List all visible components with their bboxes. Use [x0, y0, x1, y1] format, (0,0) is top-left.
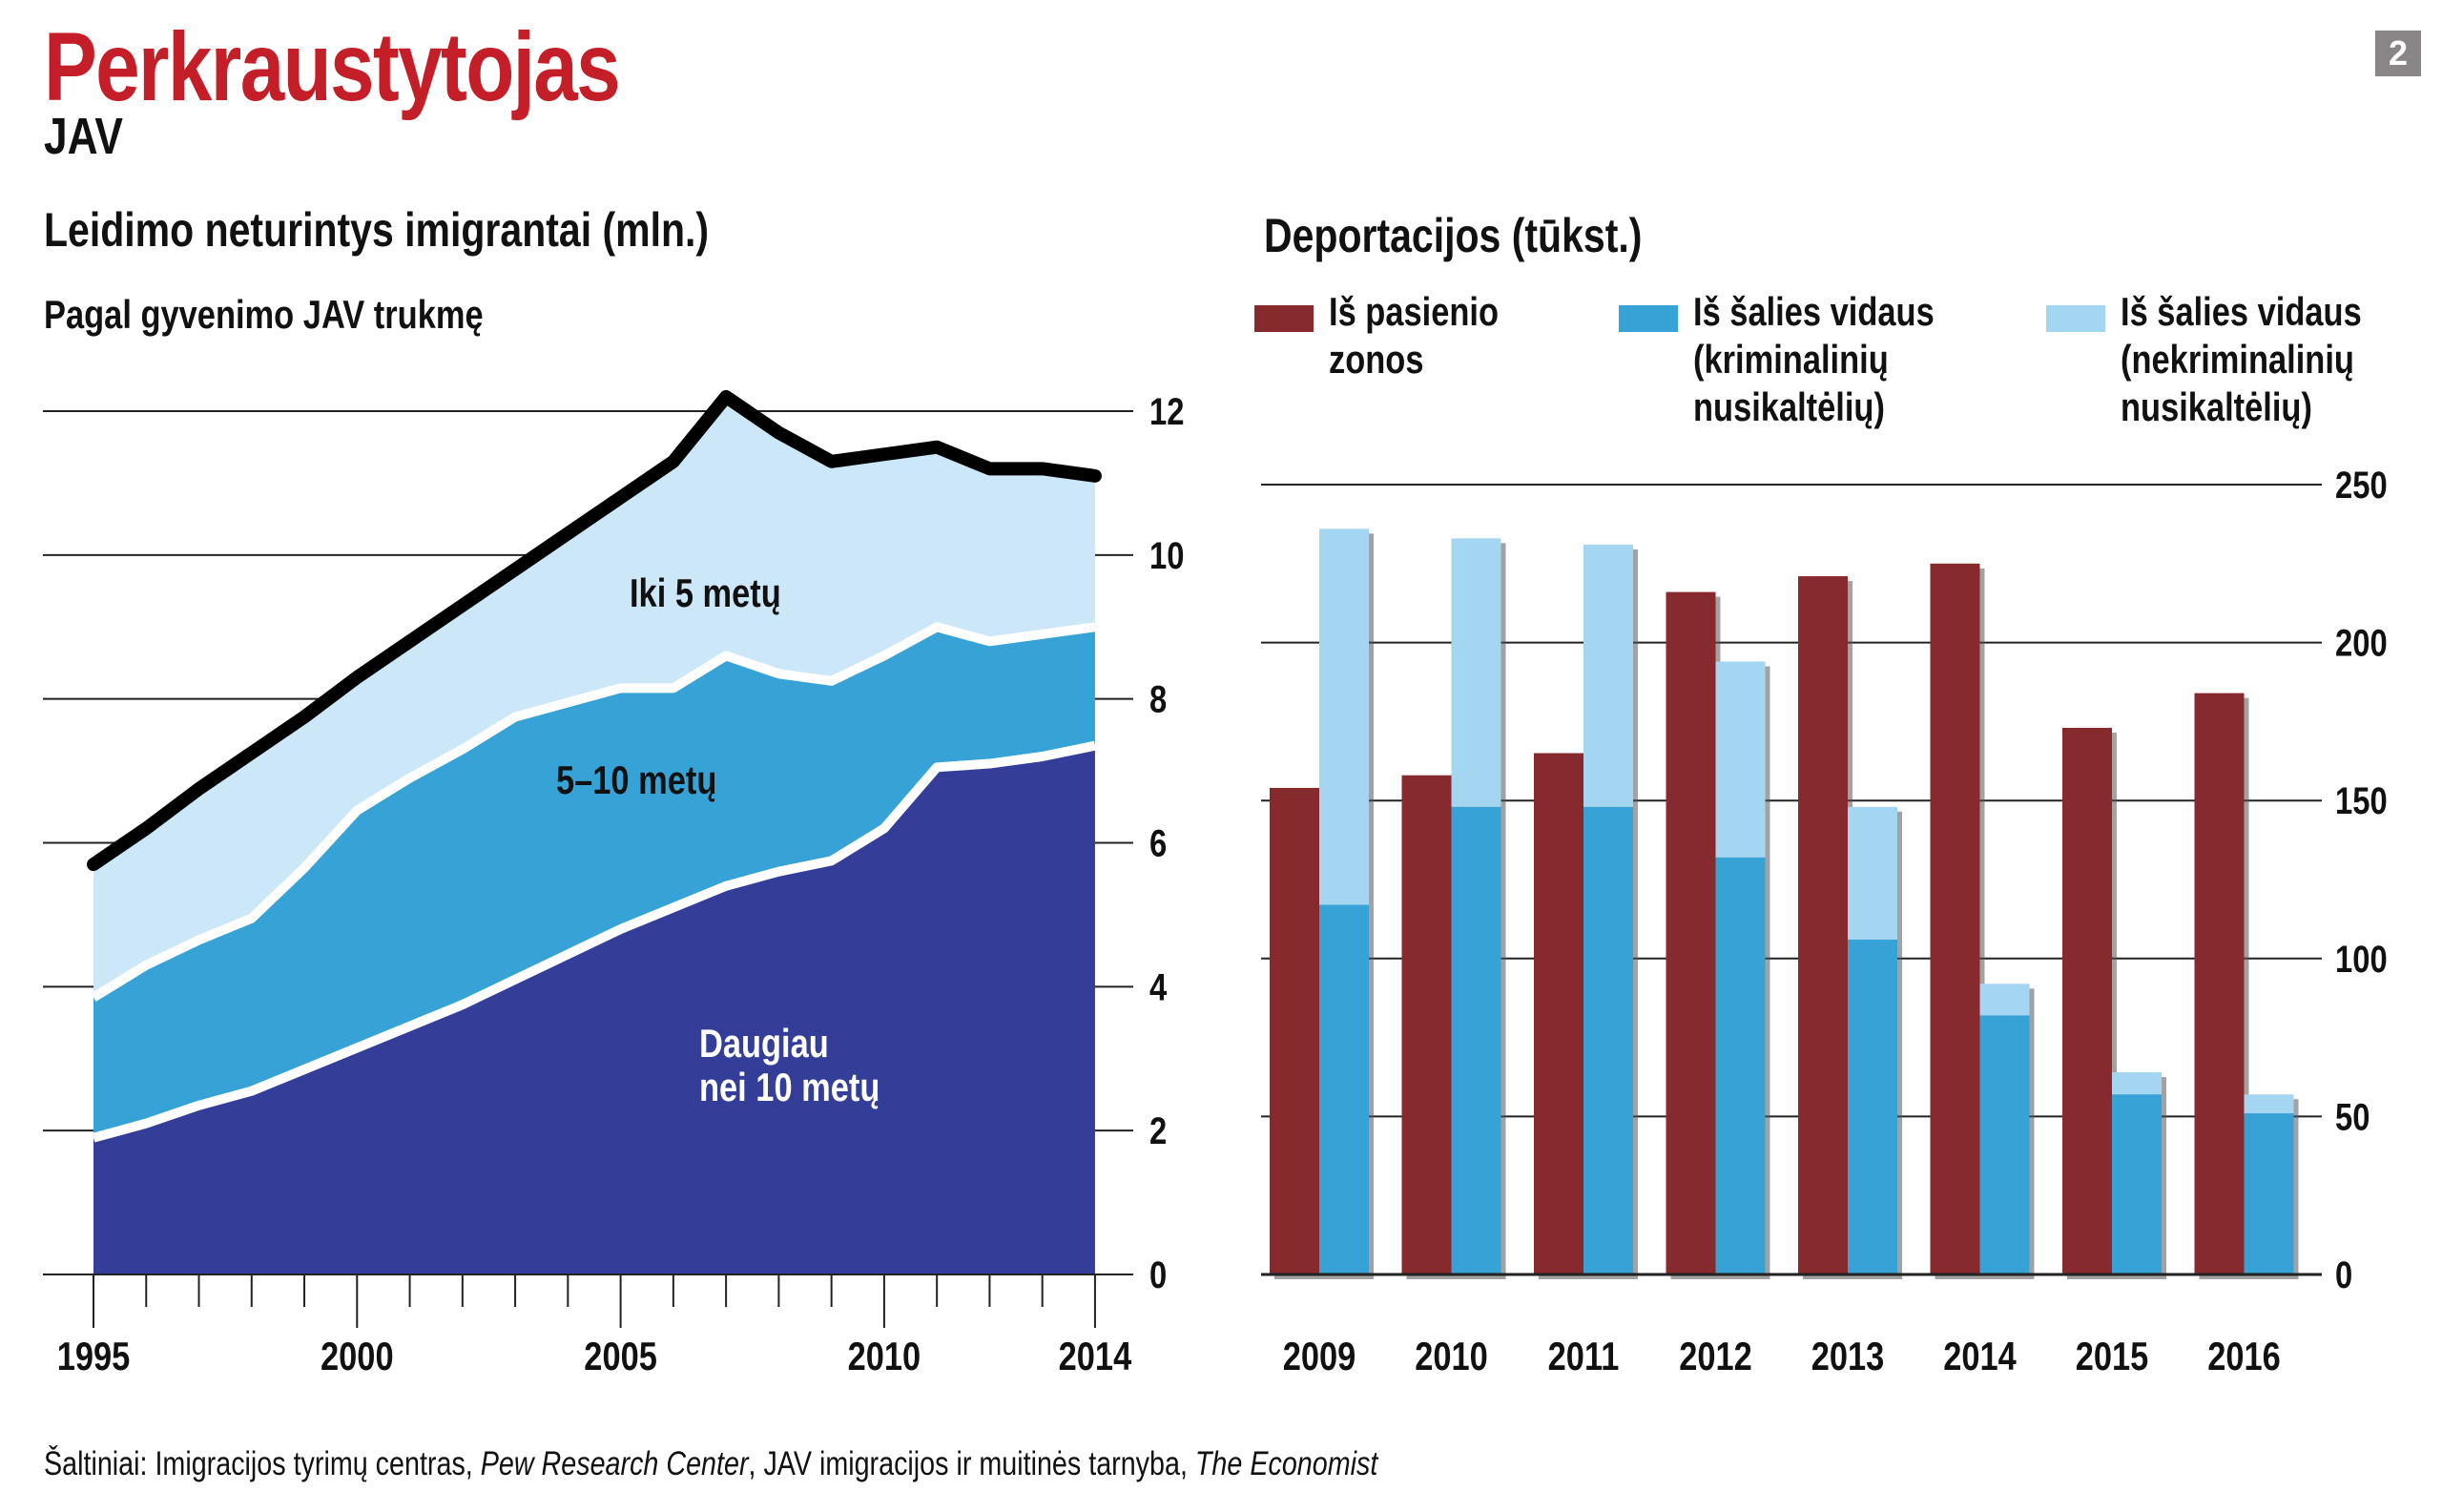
- y-tick-label: 10: [1149, 534, 1184, 577]
- y-tick-label: 2: [1149, 1109, 1167, 1152]
- bar-border: [1930, 563, 1980, 1274]
- area-label-over-10-years: Daugiau: [699, 1022, 829, 1067]
- chart-region-label: JAV: [44, 108, 123, 165]
- page-number-badge: 2: [2375, 31, 2421, 76]
- y-tick-label: 8: [1149, 678, 1167, 721]
- bar-border: [2194, 693, 2245, 1274]
- area-under-5-years: [93, 396, 1095, 998]
- bar-border: [2062, 728, 2112, 1274]
- x-tick-label: 2000: [321, 1335, 394, 1379]
- bar-interior-criminal: [2112, 1094, 2162, 1274]
- bar-interior-noncriminal: [1715, 661, 1766, 858]
- x-tick-label: 2010: [1415, 1335, 1488, 1379]
- sources-footnote: Šaltiniai: Imigracijos tyrimų centras, P…: [44, 1445, 1378, 1482]
- y-tick-label: 4: [1149, 965, 1168, 1008]
- bar-border: [1666, 591, 1716, 1274]
- x-tick-label: 2009: [1283, 1335, 1356, 1379]
- bar-interior-noncriminal: [2244, 1094, 2294, 1114]
- x-tick-label: 1995: [57, 1335, 131, 1379]
- bar-interior-criminal: [1715, 857, 1766, 1274]
- area-label-over-10-years: nei 10 metų: [699, 1066, 880, 1110]
- y-tick-label: 6: [1149, 821, 1167, 864]
- area-5-10-years: [93, 627, 1095, 1138]
- y-tick-label: 12: [1149, 390, 1184, 433]
- bar-interior-criminal: [1848, 939, 1897, 1274]
- bar-border: [1401, 775, 1452, 1274]
- legend-swatch-interior-criminal: [1619, 305, 1678, 332]
- bar-border: [1798, 576, 1848, 1274]
- bar-interior-noncriminal: [1451, 538, 1501, 807]
- y-tick-label: 100: [2335, 938, 2388, 981]
- left-chart-title: Leidimo neturintys imigrantai (mln.): [44, 203, 710, 257]
- bar-interior-criminal: [1583, 806, 1633, 1274]
- x-tick-label: 2013: [1811, 1335, 1885, 1379]
- x-tick-label: 2014: [1943, 1335, 2017, 1379]
- area-label-under-5-years: Iki 5 metų: [630, 571, 781, 616]
- area-over-10-years: [93, 745, 1095, 1274]
- bar-interior-criminal: [2244, 1113, 2294, 1274]
- y-tick-label: 200: [2335, 622, 2388, 665]
- x-tick-label: 2012: [1679, 1335, 1752, 1379]
- y-tick-label: 150: [2335, 779, 2388, 822]
- bar-interior-criminal: [1979, 1015, 2030, 1274]
- bar-interior-noncriminal: [1848, 806, 1897, 940]
- x-tick-label: 2010: [848, 1335, 921, 1379]
- right-chart-title: Deportacijos (tūkst.): [1264, 209, 1643, 262]
- right-bar-chart: 0 50 100 150 200 250 2009 2010 2011 2012 2013 2014 2…: [1261, 464, 2388, 1379]
- bar-interior-noncriminal: [1319, 528, 1369, 905]
- legend-label-interior-criminal: Iš šalies vidaus (kriminalinių nusikaltė…: [1693, 289, 1935, 429]
- y-tick-label: 0: [1149, 1253, 1167, 1296]
- legend-label-interior-noncriminal: Iš šalies vidaus (nekriminalinių nusikal…: [2121, 289, 2362, 429]
- bar-interior-criminal: [1319, 904, 1369, 1274]
- chart-title: Perkraustytojas: [44, 12, 621, 121]
- legend-swatch-interior-noncriminal: [2046, 305, 2105, 332]
- y-tick-label: 250: [2335, 464, 2388, 507]
- boundary-5-10-years: [91, 622, 1096, 1002]
- x-tick-label: 2016: [2207, 1335, 2281, 1379]
- left-chart-subtitle: Pagal gyvenimo JAV trukmę: [44, 292, 484, 337]
- area-label-5-10-years: 5–10 metų: [556, 758, 716, 803]
- legend-swatch-border: [1254, 305, 1314, 332]
- bar-interior-noncriminal: [1979, 984, 2030, 1016]
- x-tick-label: 2015: [2076, 1335, 2149, 1379]
- x-tick-label: 2005: [584, 1335, 657, 1379]
- x-tick-label: 2011: [1548, 1335, 1620, 1379]
- boundary-over-10-years: [92, 740, 1096, 1143]
- bar-interior-criminal: [1451, 806, 1501, 1274]
- bar-interior-noncriminal: [1583, 544, 1633, 807]
- legend-label-border: Iš pasienio zonos: [1329, 289, 1500, 382]
- x-tick-label: 2014: [1059, 1335, 1132, 1379]
- left-area-chart: 0 2 4 6 8 10 12 1995 2000 2005 2010 2014 Iki 5 metų 5…: [43, 390, 1184, 1379]
- total-line: [87, 389, 1102, 872]
- bar-border: [1534, 753, 1583, 1274]
- y-tick-label: 0: [2335, 1253, 2352, 1296]
- y-tick-label: 50: [2335, 1095, 2370, 1138]
- bar-border: [1270, 787, 1319, 1274]
- bar-interior-noncriminal: [2112, 1072, 2162, 1095]
